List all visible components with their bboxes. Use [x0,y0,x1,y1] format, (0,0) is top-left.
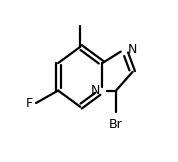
Text: N: N [91,84,100,97]
Text: F: F [26,97,33,110]
Text: Br: Br [109,118,123,131]
Text: N: N [128,43,137,56]
